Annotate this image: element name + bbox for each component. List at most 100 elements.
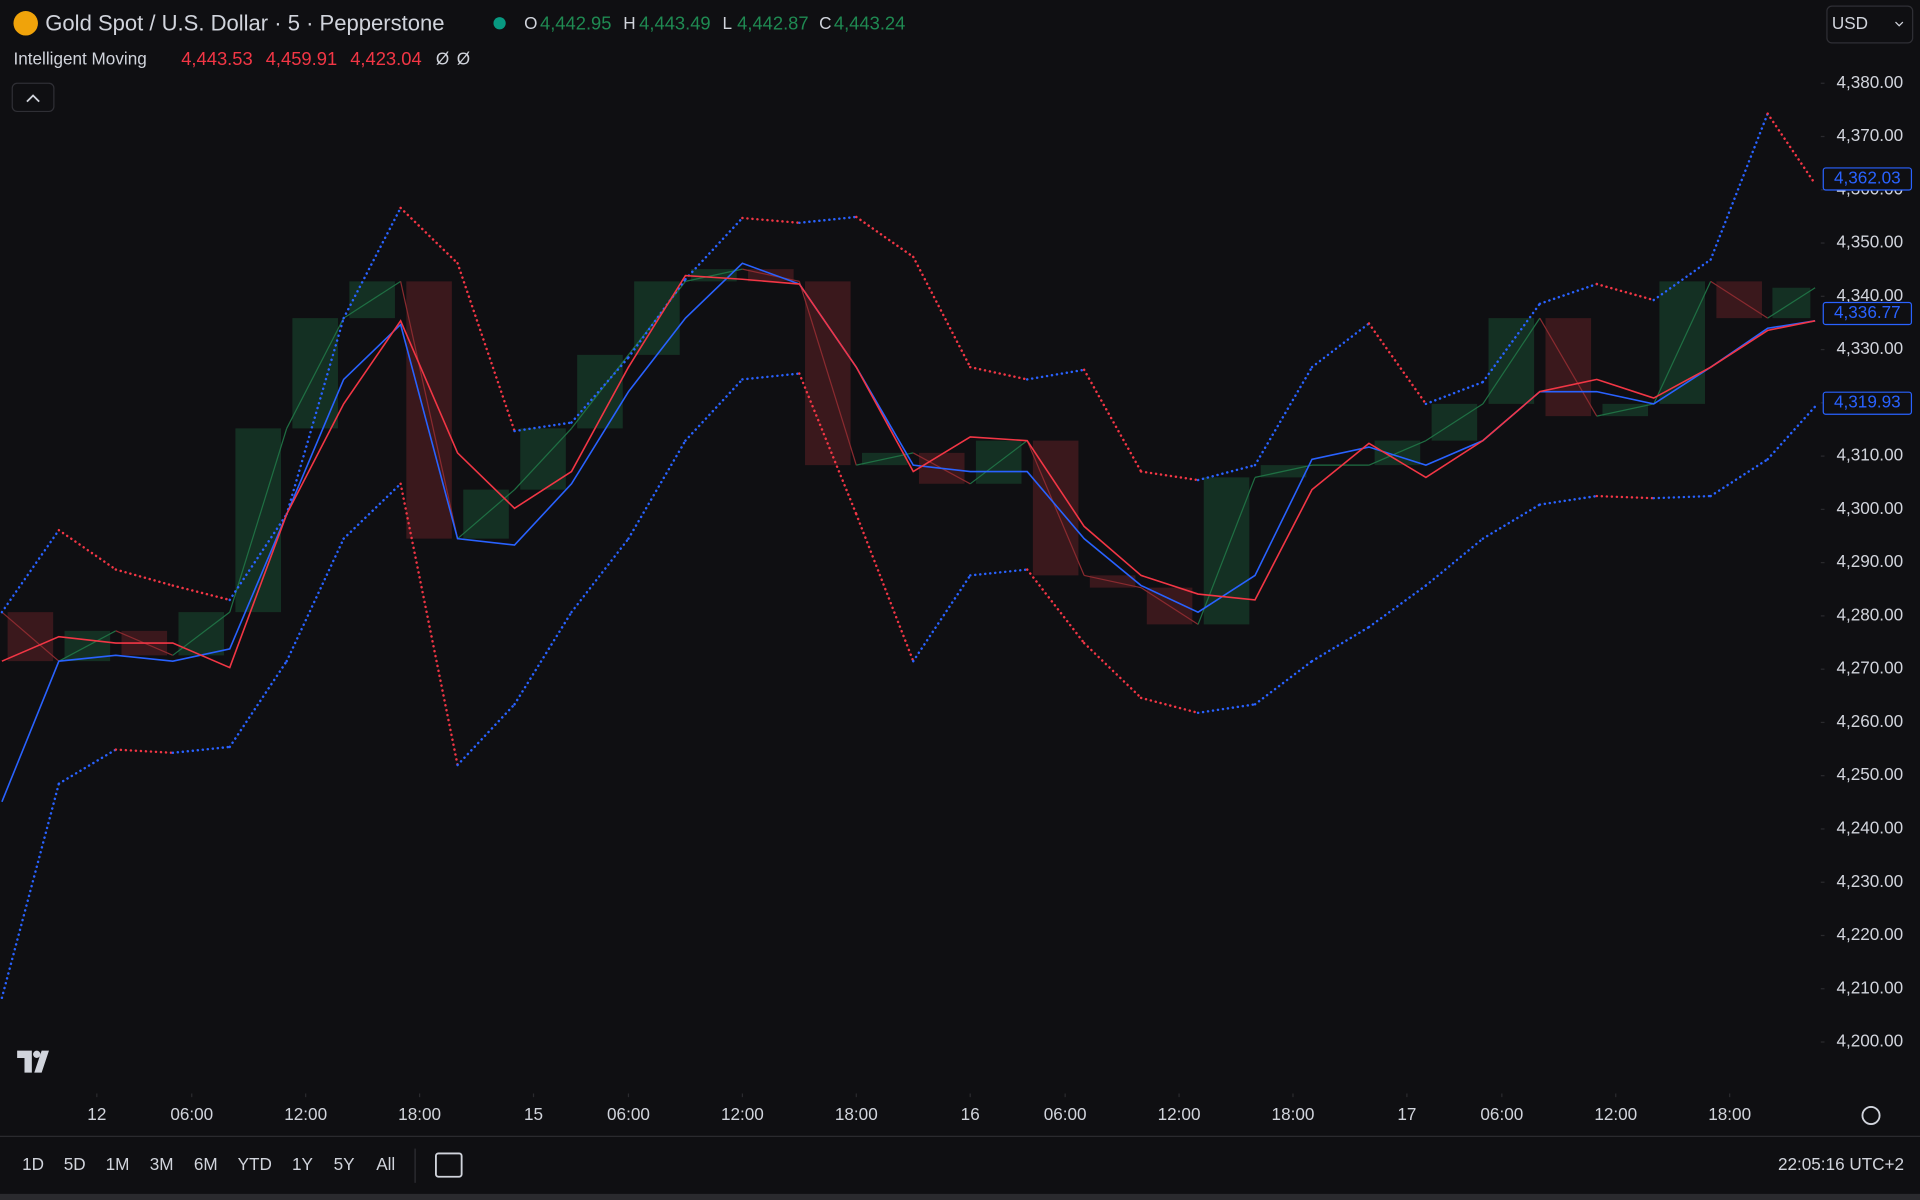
plot-area xyxy=(0,112,1817,1000)
series-line xyxy=(1,274,1816,669)
band-segment xyxy=(171,584,231,602)
y-tick-label: 4,350.00 xyxy=(1836,232,1903,252)
y-tick-label: 4,220.00 xyxy=(1836,924,1903,944)
y-tick-label: 4,280.00 xyxy=(1836,604,1903,624)
symbol-title[interactable]: Gold Spot / U.S. Dollar · 5 · Pepperston… xyxy=(45,10,444,35)
clock: 22:05:16 UTC+2 xyxy=(1778,1154,1904,1174)
band-segment xyxy=(912,574,972,663)
price-label-box xyxy=(1822,391,1913,415)
range-button[interactable]: All xyxy=(376,1154,395,1174)
band-segment xyxy=(798,215,858,225)
range-button[interactable]: 5Y xyxy=(334,1154,356,1174)
y-tick-label: 4,270.00 xyxy=(1836,658,1903,678)
band-segment xyxy=(627,439,687,540)
band-segment xyxy=(399,206,459,265)
band-segment xyxy=(855,512,915,663)
band-segment xyxy=(1367,584,1428,629)
currency-button[interactable] xyxy=(1826,5,1914,44)
band-segment xyxy=(570,537,630,614)
indicator-flag: Ø xyxy=(457,49,470,69)
indicator-flag: Ø xyxy=(436,49,449,69)
range-button[interactable]: 1M xyxy=(106,1154,130,1174)
band-segment xyxy=(57,748,118,785)
x-tick-label: 12:00 xyxy=(1594,1104,1637,1124)
price-wick xyxy=(1539,317,1598,417)
x-tick-label: 17 xyxy=(1397,1104,1416,1124)
band-segment xyxy=(798,372,858,516)
currency: USD xyxy=(1832,13,1868,33)
band-segment xyxy=(0,528,61,614)
band-segment xyxy=(1196,463,1257,482)
price-wick xyxy=(172,611,231,656)
price-wick xyxy=(798,281,857,466)
x-tick-label: 12:00 xyxy=(284,1104,327,1124)
price-wick xyxy=(400,281,459,539)
tradingview-logo[interactable] xyxy=(17,1050,49,1073)
ohlc-value: 4,443.24 xyxy=(834,12,905,33)
price-label: 4,319.93 xyxy=(1834,392,1901,412)
price-wick xyxy=(457,489,515,540)
band-segment xyxy=(1424,380,1485,406)
ohlc-key: H xyxy=(623,13,635,33)
band-segment xyxy=(627,278,687,359)
price-label-box xyxy=(1822,301,1913,326)
range-button[interactable]: 5D xyxy=(64,1154,86,1174)
band-segment xyxy=(684,216,744,281)
band-segment xyxy=(1595,282,1655,302)
band-segment xyxy=(1196,703,1257,715)
band-segment xyxy=(1481,302,1542,384)
band-segment xyxy=(1766,405,1817,461)
band-segment xyxy=(1652,494,1712,500)
x-tick-label: 06:00 xyxy=(170,1104,213,1124)
price-wick xyxy=(343,280,401,319)
band-segment xyxy=(1082,641,1143,700)
indicator-name[interactable]: Intelligent Moving xyxy=(13,49,146,69)
band-segment xyxy=(0,782,61,1000)
band-segment xyxy=(968,568,1029,577)
x-tick-label: 18:00 xyxy=(835,1104,878,1124)
x-tick-label: 18:00 xyxy=(1272,1104,1315,1124)
market-status xyxy=(493,17,506,30)
y-tick-label: 4,210.00 xyxy=(1836,977,1903,997)
collapse-icon xyxy=(26,94,40,103)
x-tick-label: 12:00 xyxy=(1158,1104,1201,1124)
logo-shape xyxy=(17,1050,49,1073)
band-segment xyxy=(1424,537,1485,587)
ohlc-key: C xyxy=(819,13,831,33)
price-wick xyxy=(58,630,117,662)
band-segment xyxy=(114,748,175,755)
band-segment xyxy=(456,703,516,767)
settings-button[interactable] xyxy=(1861,1106,1881,1125)
band-segment xyxy=(1025,568,1086,645)
band-segment xyxy=(1367,322,1428,406)
range-button[interactable]: 1D xyxy=(22,1154,44,1174)
band-segment xyxy=(1481,503,1542,540)
y-tick-label: 4,330.00 xyxy=(1836,338,1903,358)
range-button[interactable]: 3M xyxy=(150,1154,174,1174)
band-segment xyxy=(285,316,345,516)
y-tick-label: 4,310.00 xyxy=(1836,445,1903,465)
collapse-button[interactable] xyxy=(11,82,55,113)
indicator-value: 4,459.91 xyxy=(266,48,337,69)
band-segment xyxy=(1025,368,1086,381)
logo-dot xyxy=(33,1050,41,1058)
x-tick-label: 15 xyxy=(524,1104,543,1124)
band-segment xyxy=(342,206,402,320)
y-tick-label: 4,340.00 xyxy=(1836,285,1903,305)
price-wick xyxy=(1368,440,1427,466)
band-segment xyxy=(513,610,573,706)
x-tick-label: 12:00 xyxy=(721,1104,764,1124)
range-button[interactable]: 1Y xyxy=(292,1154,314,1174)
y-tick-label: 4,290.00 xyxy=(1836,551,1903,571)
symbol-icon[interactable] xyxy=(13,11,38,36)
range-button[interactable]: 6M xyxy=(194,1154,218,1174)
band-segment xyxy=(1082,368,1143,473)
band-segment xyxy=(570,356,630,424)
band-segment xyxy=(1310,322,1371,369)
y-tick-label: 4,260.00 xyxy=(1836,711,1903,731)
range-button[interactable]: YTD xyxy=(238,1154,272,1174)
band-segment xyxy=(114,568,175,587)
goto-date-button[interactable] xyxy=(435,1152,463,1178)
